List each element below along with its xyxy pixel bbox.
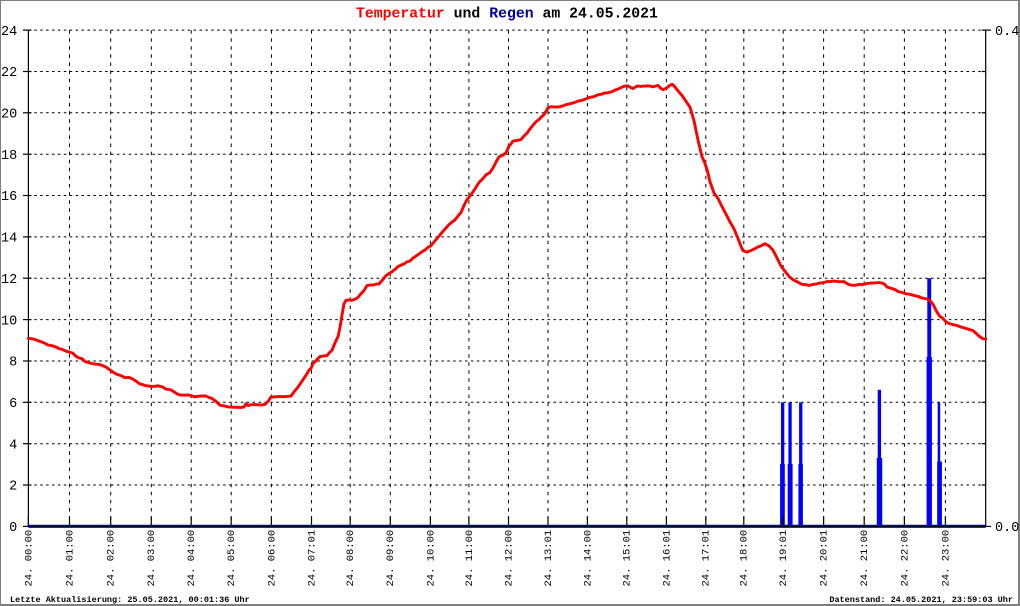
svg-text:18: 18 <box>1 149 17 164</box>
svg-text:24. 09:00: 24. 09:00 <box>385 530 397 587</box>
svg-text:16: 16 <box>1 190 17 205</box>
svg-text:24. 06:00: 24. 06:00 <box>266 530 278 587</box>
svg-text:4: 4 <box>9 438 17 453</box>
svg-text:Letzte Aktualisierung: 25.05.2: Letzte Aktualisierung: 25.05.2021, 00:01… <box>10 595 250 605</box>
svg-text:8: 8 <box>9 356 17 371</box>
svg-text:24. 07:01: 24. 07:01 <box>306 530 318 587</box>
svg-text:24. 22:00: 24. 22:00 <box>899 530 911 587</box>
svg-text:24. 20:01: 24. 20:01 <box>819 530 831 587</box>
svg-text:20: 20 <box>1 108 17 123</box>
svg-text:24. 04:00: 24. 04:00 <box>186 530 198 587</box>
svg-text:24. 16:01: 24. 16:01 <box>661 530 673 587</box>
svg-text:24. 02:00: 24. 02:00 <box>106 530 118 587</box>
svg-text:0.4: 0.4 <box>995 25 1019 40</box>
svg-text:24: 24 <box>1 25 17 40</box>
svg-text:24. 17:01: 24. 17:01 <box>701 530 713 587</box>
svg-text:24. 23:00: 24. 23:00 <box>940 530 952 587</box>
svg-text:0.0: 0.0 <box>995 521 1019 536</box>
svg-text:24. 08:00: 24. 08:00 <box>345 530 357 587</box>
svg-text:12: 12 <box>1 273 17 288</box>
svg-text:24. 21:00: 24. 21:00 <box>859 530 871 587</box>
svg-text:24. 01:00: 24. 01:00 <box>64 530 76 587</box>
svg-text:24. 18:00: 24. 18:00 <box>739 530 751 587</box>
svg-text:Datenstand: 24.05.2021, 23:59:: Datenstand: 24.05.2021, 23:59:03 Uhr <box>829 595 1013 605</box>
svg-text:14: 14 <box>1 232 17 247</box>
svg-text:10: 10 <box>1 314 17 329</box>
svg-text:22: 22 <box>1 66 17 81</box>
svg-text:24. 12:00: 24. 12:00 <box>503 530 515 587</box>
svg-text:24. 14:00: 24. 14:00 <box>582 530 594 587</box>
svg-text:24. 10:00: 24. 10:00 <box>425 530 437 587</box>
svg-text:6: 6 <box>9 397 17 412</box>
svg-text:0: 0 <box>9 521 17 536</box>
svg-text:Temperatur und Regen am 24.05.: Temperatur und Regen am 24.05.2021 <box>356 7 658 23</box>
svg-text:24. 13:01: 24. 13:01 <box>543 530 555 587</box>
svg-text:2: 2 <box>9 480 17 495</box>
svg-text:24. 03:00: 24. 03:00 <box>146 530 158 587</box>
svg-text:24. 15:01: 24. 15:01 <box>622 530 634 587</box>
svg-text:24. 19:01: 24. 19:01 <box>778 530 790 587</box>
svg-text:24. 05:00: 24. 05:00 <box>226 530 238 587</box>
svg-text:24. 11:00: 24. 11:00 <box>464 530 476 587</box>
svg-text:24. 00:00: 24. 00:00 <box>23 530 35 587</box>
